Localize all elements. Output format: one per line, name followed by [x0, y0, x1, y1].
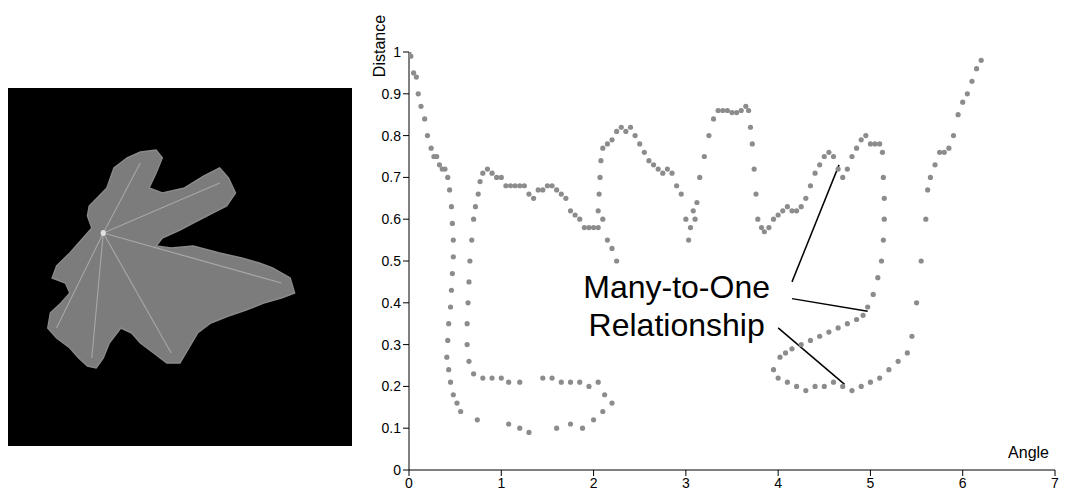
svg-text:0.3: 0.3 [382, 337, 402, 353]
html-text:Angle: Angle [1008, 444, 1049, 461]
svg-text:5: 5 [867, 475, 875, 491]
svg-text:1: 1 [393, 44, 401, 60]
svg-text:0.1: 0.1 [382, 420, 402, 436]
svg-text:0.7: 0.7 [382, 169, 402, 185]
svg-text:0: 0 [393, 462, 401, 478]
svg-text:3: 3 [682, 475, 690, 491]
svg-text:0.8: 0.8 [382, 128, 402, 144]
svg-text:7: 7 [1051, 475, 1059, 491]
svg-text:6: 6 [959, 475, 967, 491]
svg-text:4: 4 [774, 475, 782, 491]
svg-text:Many-to-OneRelationship: Many-to-OneRelationship [583, 269, 770, 343]
svg-text:0.9: 0.9 [382, 86, 402, 102]
svg-text:0.5: 0.5 [382, 253, 402, 269]
svg-text:1: 1 [497, 475, 505, 491]
svg-text:0: 0 [405, 475, 413, 491]
html-text:Distance: Distance [371, 14, 388, 78]
svg-text:0.6: 0.6 [382, 211, 402, 227]
svg-text:0.2: 0.2 [382, 378, 402, 394]
svg-text:0.4: 0.4 [382, 295, 402, 311]
svg-text:2: 2 [590, 475, 598, 491]
